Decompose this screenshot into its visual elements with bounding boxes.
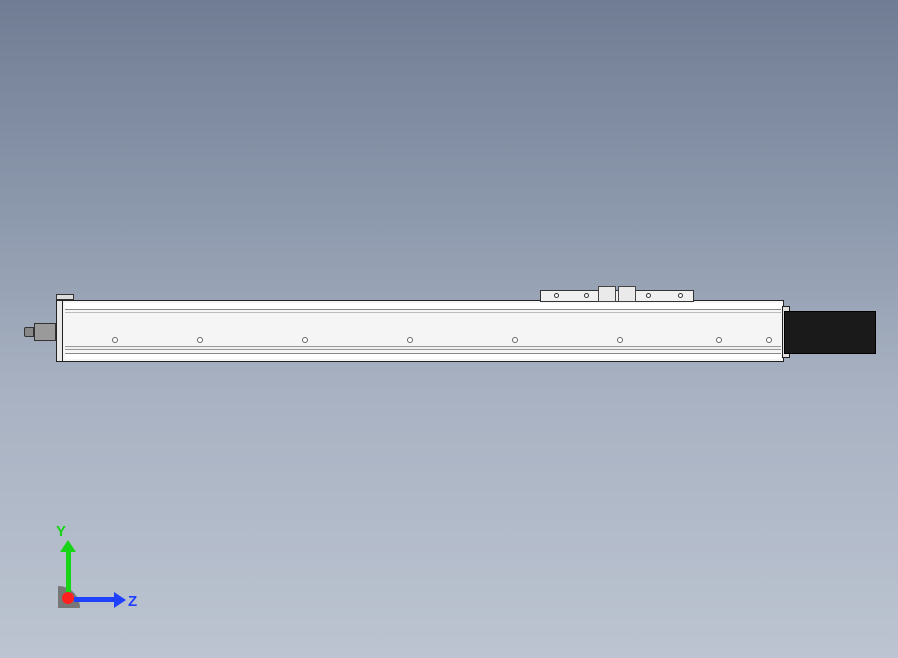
triad-axis-y-arrow [60, 540, 76, 552]
carriage-hole [554, 293, 559, 298]
rail-hole [766, 337, 772, 343]
carriage-hole [646, 293, 651, 298]
rail-hole [407, 337, 413, 343]
rail-hole [197, 337, 203, 343]
cad-viewport[interactable]: Y Z [0, 0, 898, 658]
rail-connector-left [24, 323, 56, 341]
rail-hole [716, 337, 722, 343]
connector-tip [24, 327, 34, 337]
rail-hole [512, 337, 518, 343]
triad-axis-z [74, 597, 116, 602]
triad-label-y: Y [56, 523, 66, 540]
carriage-hole [678, 293, 683, 298]
carriage-plate [540, 290, 694, 302]
triad-axis-x-dot [62, 592, 74, 604]
carriage-gap [598, 286, 616, 302]
triad-axis-z-arrow [114, 592, 126, 608]
rail-hole [112, 337, 118, 343]
rail-top-face [65, 303, 781, 310]
rail-hole [617, 337, 623, 343]
triad-label-z: Z [128, 593, 137, 610]
view-triad[interactable]: Y Z [52, 534, 142, 614]
rail-bottom-face [65, 353, 781, 359]
carriage-hole [584, 293, 589, 298]
carriage-gap [618, 286, 636, 302]
rail-groove-upper [65, 312, 781, 313]
rail-hole [302, 337, 308, 343]
triad-axis-y [66, 550, 71, 592]
linear-rail-body [62, 300, 784, 362]
connector-body [34, 323, 56, 341]
rail-groove-lower [65, 346, 781, 350]
motor-block [784, 311, 876, 354]
carriage-bracket [540, 286, 694, 302]
